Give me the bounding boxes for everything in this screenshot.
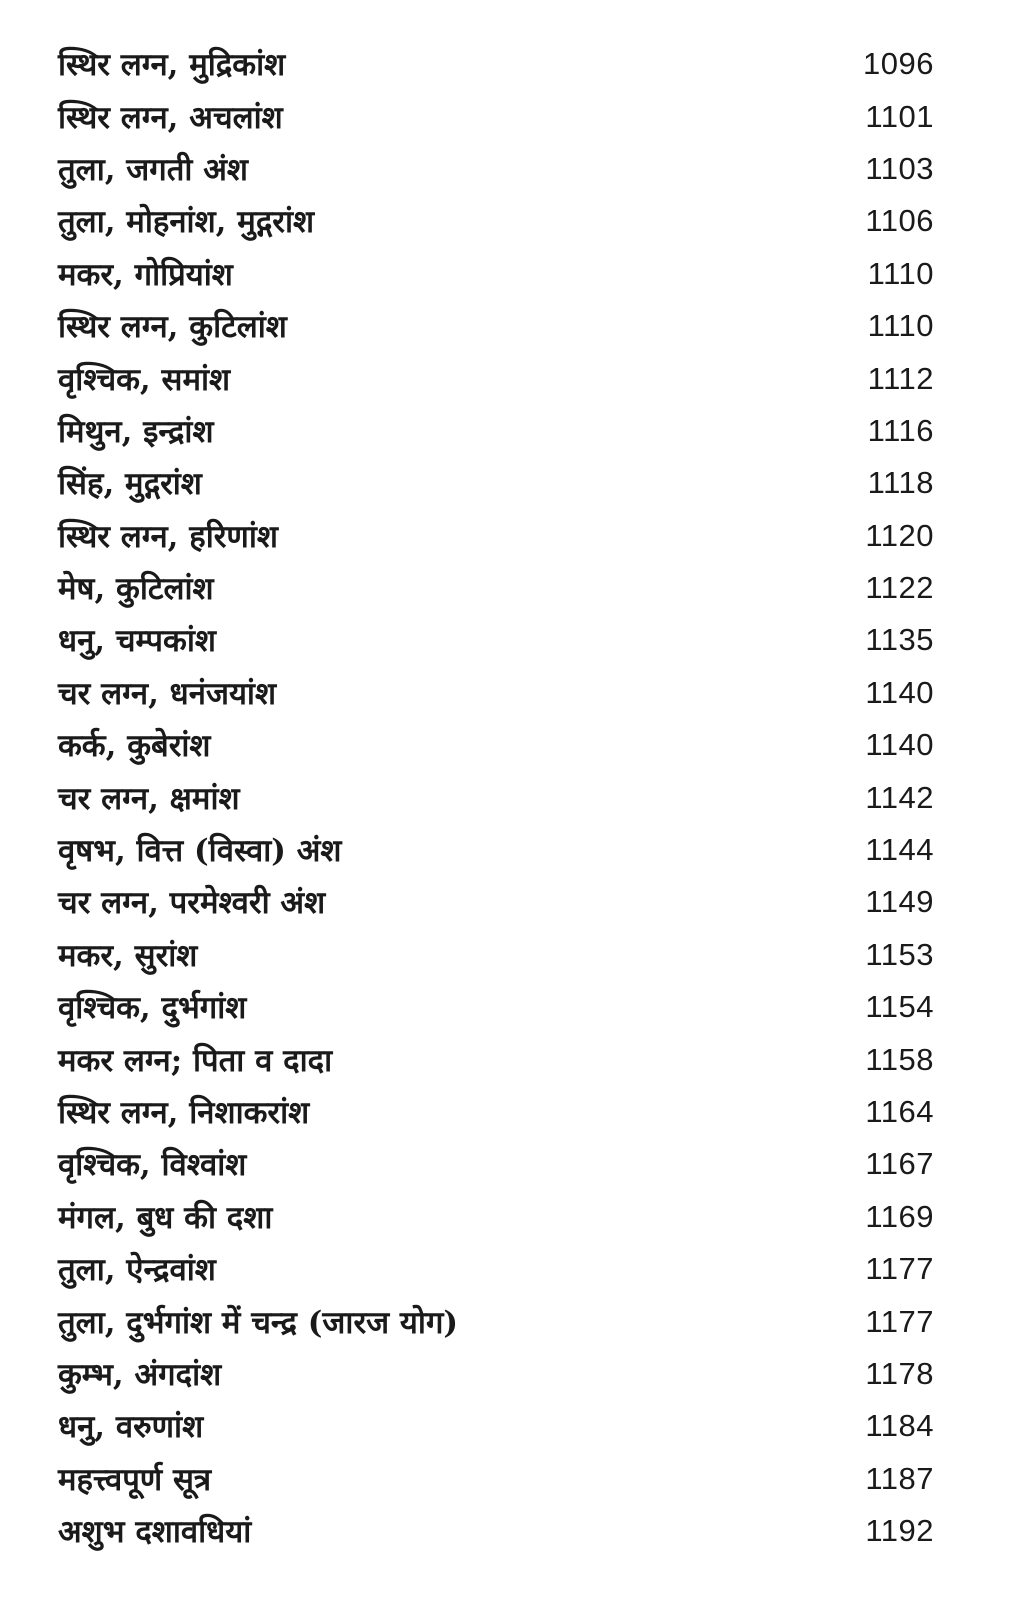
toc-entry: धनु, वरुणांश 1184: [58, 1400, 934, 1452]
toc-entry: चर लग्न, धनंजयांश 1140: [58, 667, 934, 719]
entry-title: धनु, चम्पकांश: [58, 623, 216, 660]
entry-page-number: 1110: [867, 255, 934, 291]
toc-entry: वृषभ, वित्त (विस्वा) अंश 1144: [58, 824, 934, 876]
toc-entry: कुम्भ, अंगदांश 1178: [58, 1348, 934, 1400]
entry-page-number: 1106: [865, 203, 934, 239]
toc-entry: स्थिर लग्न, अचलांश 1101: [58, 90, 934, 142]
toc-entry: मकर, गोप्रियांश 1110: [58, 248, 934, 300]
toc-entry: मिथुन, इन्द्रांश 1116: [58, 405, 934, 457]
entry-title: वृश्चिक, समांश: [58, 361, 231, 398]
entry-title: तुला, दुर्भगांश में चन्द्र (जारज योग): [58, 1304, 459, 1341]
entry-page-number: 1144: [865, 832, 934, 868]
entry-title: तुला, ऐन्द्रवांश: [58, 1252, 216, 1289]
toc-entry: स्थिर लग्न, हरिणांश 1120: [58, 510, 934, 562]
entry-title: तुला, मोहनांश, मुद्गरांश: [58, 204, 315, 241]
entry-page-number: 1096: [863, 46, 934, 82]
toc-entry: मकर, सुरांश 1153: [58, 929, 934, 981]
entry-page-number: 1140: [865, 674, 934, 710]
entry-title: मंगल, बुध की दशा: [58, 1199, 273, 1236]
entry-page-number: 1158: [865, 1041, 934, 1077]
entry-title: मकर लग्न; पिता व दादा: [58, 1042, 333, 1079]
toc-entry: तुला, दुर्भगांश में चन्द्र (जारज योग) 117…: [58, 1295, 934, 1347]
entry-page-number: 1184: [865, 1408, 934, 1444]
toc-entry: धनु, चम्पकांश 1135: [58, 614, 934, 666]
entry-page-number: 1149: [865, 884, 934, 920]
toc-entry: कर्क, कुबेरांश 1140: [58, 719, 934, 771]
entry-page-number: 1110: [867, 308, 934, 344]
entry-page-number: 1178: [865, 1355, 934, 1391]
entry-title: चर लग्न, परमेश्वरी अंश: [58, 885, 326, 922]
entry-title: वृषभ, वित्त (विस्वा) अंश: [58, 833, 342, 870]
toc-entry: अशुभ दशावधियां 1192: [58, 1505, 934, 1557]
toc-entry: स्थिर लग्न, कुटिलांश 1110: [58, 300, 934, 352]
entry-page-number: 1101: [865, 98, 934, 134]
toc-entry: मंगल, बुध की दशा 1169: [58, 1191, 934, 1243]
toc-entry: तुला, जगती अंश 1103: [58, 143, 934, 195]
entry-title: स्थिर लग्न, कुटिलांश: [58, 309, 287, 346]
entry-title: महत्त्वपूर्ण सूत्र: [58, 1461, 212, 1498]
toc-entry: चर लग्न, क्षमांश 1142: [58, 771, 934, 823]
entry-page-number: 1167: [865, 1146, 934, 1182]
entry-page-number: 1177: [865, 1303, 934, 1339]
toc-entry: स्थिर लग्न, मुद्रिकांश 1096: [58, 38, 934, 90]
entry-title: मेष, कुटिलांश: [58, 571, 214, 608]
table-of-contents: स्थिर लग्न, मुद्रिकांश 1096 स्थिर लग्न, अच…: [58, 38, 934, 1557]
entry-page-number: 1122: [865, 570, 934, 606]
entry-title: चर लग्न, धनंजयांश: [58, 675, 277, 712]
entry-title: कर्क, कुबेरांश: [58, 728, 211, 765]
entry-title: सिंह, मुद्गरांश: [58, 466, 202, 503]
toc-entry: वृश्चिक, समांश 1112: [58, 352, 934, 404]
entry-page-number: 1142: [865, 779, 934, 815]
entry-page-number: 1116: [867, 412, 934, 448]
entry-title: वृश्चिक, विश्वांश: [58, 1147, 247, 1184]
entry-page-number: 1135: [865, 622, 934, 658]
toc-entry: वृश्चिक, दुर्भगांश 1154: [58, 981, 934, 1033]
toc-entry: मकर लग्न; पिता व दादा 1158: [58, 1033, 934, 1085]
toc-entry: वृश्चिक, विश्वांश 1167: [58, 1138, 934, 1190]
entry-page-number: 1187: [865, 1460, 934, 1496]
toc-entry: मेष, कुटिलांश 1122: [58, 562, 934, 614]
entry-title: मकर, सुरांश: [58, 937, 198, 974]
entry-title: स्थिर लग्न, मुद्रिकांश: [58, 47, 286, 84]
entry-page-number: 1140: [865, 727, 934, 763]
entry-page-number: 1154: [865, 989, 934, 1025]
entry-title: कुम्भ, अंगदांश: [58, 1356, 222, 1393]
toc-entry: तुला, मोहनांश, मुद्गरांश 1106: [58, 195, 934, 247]
entry-page-number: 1192: [865, 1513, 934, 1549]
entry-page-number: 1103: [865, 150, 934, 186]
entry-title: तुला, जगती अंश: [58, 151, 249, 188]
toc-entry: तुला, ऐन्द्रवांश 1177: [58, 1243, 934, 1295]
entry-title: धनु, वरुणांश: [58, 1409, 204, 1446]
entry-page-number: 1164: [865, 1094, 934, 1129]
entry-title: चर लग्न, क्षमांश: [58, 780, 240, 817]
toc-entry: महत्त्वपूर्ण सूत्र 1187: [58, 1453, 934, 1505]
entry-page-number: 1177: [865, 1251, 934, 1287]
toc-entry: सिंह, मुद्गरांश 1118: [58, 457, 934, 509]
entry-page-number: 1169: [865, 1198, 934, 1234]
entry-page-number: 1120: [865, 517, 934, 553]
entry-title: स्थिर लग्न, अचलांश: [58, 99, 283, 136]
entry-title: मकर, गोप्रियांश: [58, 256, 233, 293]
entry-title: मिथुन, इन्द्रांश: [58, 413, 214, 450]
entry-page-number: 1112: [867, 360, 934, 396]
entry-page-number: 1153: [865, 936, 934, 972]
entry-title: वृश्चिक, दुर्भगांश: [58, 990, 247, 1027]
toc-entry: चर लग्न, परमेश्वरी अंश 1149: [58, 876, 934, 928]
entry-title: स्थिर लग्न, हरिणांश: [58, 518, 278, 555]
entry-title: अशुभ दशावधियां: [58, 1514, 252, 1551]
entry-title: स्थिर लग्न, निशाकरांश: [58, 1095, 310, 1131]
entry-page-number: 1118: [867, 465, 934, 501]
toc-entry: स्थिर लग्न, निशाकरांश 1164: [58, 1086, 934, 1138]
